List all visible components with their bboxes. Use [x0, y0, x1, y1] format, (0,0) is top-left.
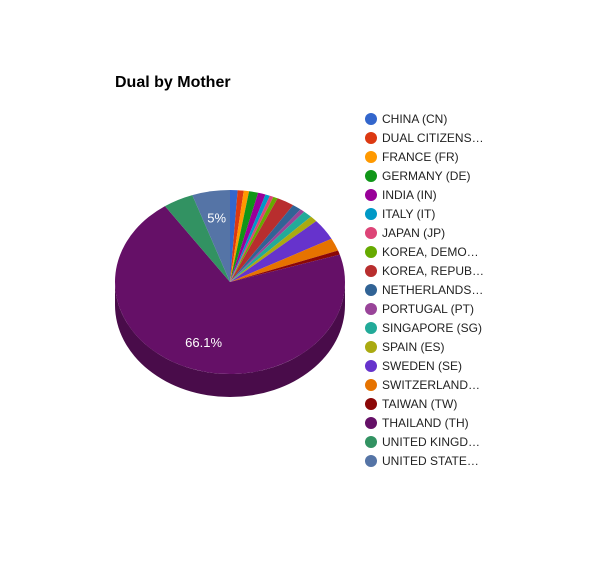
pie-slice-thailand-th[interactable]	[114, 206, 345, 374]
pie-slice-portugal-pt[interactable]	[230, 209, 305, 282]
legend-label: UNITED STATE…	[382, 453, 479, 468]
pie-slice-india-in[interactable]	[230, 192, 266, 282]
legend-item-taiwan-tw[interactable]: TAIWAN (TW)	[365, 394, 565, 413]
legend-swatch	[365, 340, 377, 353]
legend-label: SWITZERLAND…	[382, 377, 481, 392]
data-label-thailand-th: 66.1%	[185, 335, 222, 350]
legend-label: TAIWAN (TW)	[382, 396, 458, 411]
legend-label: NETHERLANDS…	[382, 282, 484, 297]
legend-item-sweden-se[interactable]: SWEDEN (SE)	[365, 356, 565, 375]
legend-item-france-fr[interactable]: FRANCE (FR)	[365, 147, 565, 166]
legend-item-korea-demo[interactable]: KOREA, DEMO…	[365, 242, 565, 261]
legend-swatch	[365, 264, 377, 277]
legend-item-italy-it[interactable]: ITALY (IT)	[365, 204, 565, 223]
legend-swatch	[365, 321, 377, 334]
legend-item-united-state[interactable]: UNITED STATE…	[365, 451, 565, 470]
legend-swatch	[365, 188, 377, 201]
pie-sides	[115, 282, 345, 397]
pie-slice-korea-demo[interactable]	[230, 196, 278, 282]
legend-label: KOREA, DEMO…	[382, 244, 479, 259]
legend-swatch	[365, 435, 377, 448]
legend-label: CHINA (CN)	[382, 111, 448, 126]
pie-slice-japan-jp[interactable]	[230, 195, 274, 282]
legend-item-thailand-th[interactable]: THAILAND (TH)	[365, 413, 565, 432]
legend-item-china-cn[interactable]: CHINA (CN)	[365, 109, 565, 128]
legend-swatch	[365, 397, 377, 410]
pie-slice-netherlands[interactable]	[230, 205, 301, 282]
legend-swatch	[365, 150, 377, 163]
legend-label: SPAIN (ES)	[382, 339, 445, 354]
pie-slice-france-fr[interactable]	[230, 190, 250, 282]
legend-item-switzerland[interactable]: SWITZERLAND…	[365, 375, 565, 394]
legend-item-dual-citizens[interactable]: DUAL CITIZENS…	[365, 128, 565, 147]
legend: CHINA (CN) DUAL CITIZENS… FRANCE (FR) GERMA…	[365, 109, 565, 470]
legend-swatch	[365, 454, 377, 467]
pie-top	[114, 190, 345, 374]
legend-label: PORTUGAL (PT)	[382, 301, 475, 316]
pie-slice-sweden-se[interactable]	[230, 221, 332, 282]
legend-swatch	[365, 302, 377, 315]
legend-item-korea-repub[interactable]: KOREA, REPUB…	[365, 261, 565, 280]
legend-item-germany-de[interactable]: GERMANY (DE)	[365, 166, 565, 185]
legend-label: JAPAN (JP)	[382, 225, 446, 240]
legend-swatch	[365, 245, 377, 258]
legend-swatch	[365, 226, 377, 239]
legend-label: GERMANY (DE)	[382, 168, 471, 183]
pie-slice-spain-es[interactable]	[230, 216, 317, 282]
legend-label: DUAL CITIZENS…	[382, 130, 484, 145]
legend-label: THAILAND (TH)	[382, 415, 469, 430]
data-label-united-state: 5%	[207, 210, 226, 225]
legend-item-netherlands[interactable]: NETHERLANDS…	[365, 280, 565, 299]
pie-slice-germany-de[interactable]	[230, 191, 259, 282]
pie-slice-singapore-sg[interactable]	[230, 211, 311, 282]
legend-label: SINGAPORE (SG)	[382, 320, 483, 335]
legend-item-japan-jp[interactable]: JAPAN (JP)	[365, 223, 565, 242]
pie-labels: 66.1% 5%	[185, 210, 226, 349]
legend-swatch	[365, 169, 377, 182]
legend-item-singapore-sg[interactable]: SINGAPORE (SG)	[365, 318, 565, 337]
legend-label: INDIA (IN)	[382, 187, 437, 202]
pie-slice-china-cn[interactable]	[230, 190, 238, 282]
legend-item-india-in[interactable]: INDIA (IN)	[365, 185, 565, 204]
legend-item-portugal-pt[interactable]: PORTUGAL (PT)	[365, 299, 565, 318]
legend-label: KOREA, REPUB…	[382, 263, 485, 278]
legend-swatch	[365, 131, 377, 144]
legend-item-united-kingd[interactable]: UNITED KINGD…	[365, 432, 565, 451]
pie-slice-united-state[interactable]	[192, 190, 230, 282]
legend-swatch	[365, 416, 377, 429]
pie-slice-switzerland[interactable]	[230, 238, 339, 282]
pie-slice-dual-citizens[interactable]	[230, 190, 244, 282]
legend-label: SWEDEN (SE)	[382, 358, 463, 373]
pie-slice-italy-it[interactable]	[230, 194, 270, 282]
legend-swatch	[365, 112, 377, 125]
legend-label: ITALY (IT)	[382, 206, 436, 221]
legend-swatch	[365, 359, 377, 372]
pie-side-thailand-th	[115, 282, 345, 397]
pie-slice-korea-repub[interactable]	[230, 198, 294, 282]
legend-swatch	[365, 378, 377, 391]
pie-slice-united-kingd[interactable]	[164, 195, 230, 282]
legend-swatch	[365, 283, 377, 296]
pie-slice-taiwan-tw[interactable]	[230, 250, 340, 282]
legend-swatch	[365, 207, 377, 220]
chart-title: Dual by Mother	[115, 74, 231, 91]
legend-label: FRANCE (FR)	[382, 149, 459, 164]
legend-item-spain-es[interactable]: SPAIN (ES)	[365, 337, 565, 356]
legend-label: UNITED KINGD…	[382, 434, 481, 449]
